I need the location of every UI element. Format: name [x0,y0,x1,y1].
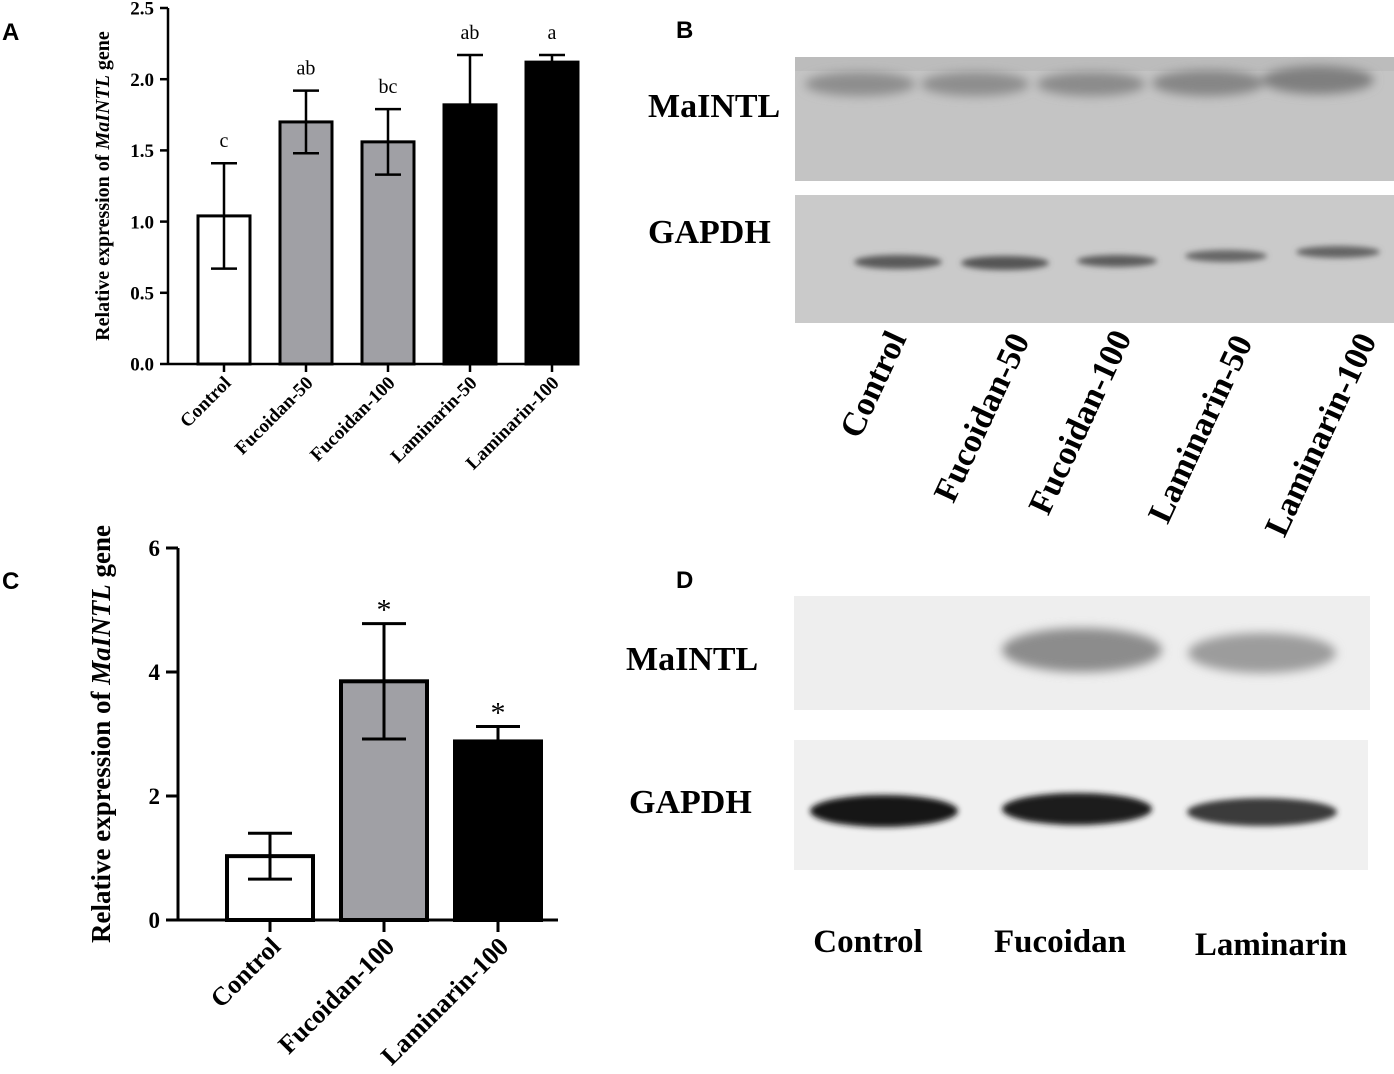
blot-d-gapdh-band-3 [1187,798,1337,826]
blot-b-lane-label: Laminarin-50 [1141,330,1260,529]
blot-d-lane-label-2: Fucoidan [994,924,1126,960]
chart-c-significance-label: * [491,697,506,730]
blot-b-lane-label: Control [833,326,914,444]
panel-letter-d: D [676,567,693,594]
chart-a: 0.0 0.5 1.0 1.5 2.0 2.5 c Control ab Fucoidan-50 b… [92,0,580,474]
blot-b-maintl-band-3 [1037,72,1145,96]
chart-c-y-axis-label: Relative expression of MaINTL gene [86,525,116,943]
chart-a-y-tick-label: 1.5 [130,141,154,162]
chart-c-bar [453,739,543,922]
blot-d-maintl-band-3 [1188,633,1336,673]
chart-a-category-label: Control [176,373,235,432]
blot-b-maintl-band-5 [1262,66,1374,94]
panel-letter-c: C [2,568,19,595]
panel-letter-b: B [676,17,693,44]
chart-a-category-label: Fucoidan-100 [306,373,399,466]
blot-b-gapdh-band-5 [1296,246,1380,258]
panel-letter-a: A [2,19,19,46]
chart-c-y-tick-label: 2 [149,784,161,809]
blot-b: MaINTL GAPDH Control Fucoidan-50Fucoidan-… [648,57,1394,542]
blot-b-lane-label: Fucoidan-50 [927,328,1037,508]
blot-d-lane-label-1: Control [813,924,922,960]
blot-b-lane-label: Fucoidan-100 [1022,325,1139,520]
chart-a-category-label: Fucoidan-50 [231,373,318,460]
chart-a-significance-label: c [220,130,229,152]
chart-c: 0246Control*Fucoidan-100*Laminarin-100Re… [86,525,558,1071]
blot-b-gapdh-band-2 [961,256,1049,270]
blot-d-row-label-gapdh: GAPDH [629,784,752,821]
chart-a-significance-label: ab [461,22,480,44]
chart-a-y-axis-label: Relative expression of MaINTL gene [92,31,114,341]
chart-a-y-tick-label: 0.0 [130,355,154,376]
blot-d: MaINTL GAPDH Control Fucoidan Laminarin [626,596,1370,963]
blot-b-maintl-band-4 [1152,70,1264,96]
blot-d-lane-label-3: Laminarin [1195,927,1347,963]
blot-b-gapdh-band-3 [1077,255,1157,267]
chart-a-y-tick-label: 1.0 [130,212,154,233]
chart-c-category-label: Fucoidan-100 [272,932,400,1060]
chart-c-y-tick-label: 6 [149,536,161,561]
blot-b-row-label-maintl: MaINTL [648,88,780,125]
blot-b-gapdh-band-1 [854,255,942,269]
chart-a-significance-label: ab [297,58,316,80]
chart-c-significance-label: * [377,594,392,627]
blot-b-maintl-upper-shade [795,57,1394,71]
chart-c-category-label: Control [205,932,286,1013]
chart-a-significance-label: bc [379,76,398,98]
chart-c-y-tick-label: 0 [149,908,161,933]
blot-b-gapdh-band-4 [1185,250,1267,262]
blot-b-maintl-band-1 [805,72,915,96]
chart-a-bar [524,60,580,366]
chart-a-y-tick-label: 0.5 [130,283,154,304]
blot-b-row-label-gapdh: GAPDH [648,214,771,251]
blot-d-gapdh-band-1 [810,795,958,827]
chart-a-y-tick-label: 2.5 [130,0,154,20]
blot-d-maintl-band-2 [1002,628,1162,672]
chart-a-significance-label: a [548,22,557,44]
chart-a-bar [278,120,334,366]
chart-a-y-tick-label: 2.0 [130,70,154,91]
blot-d-row-label-maintl: MaINTL [626,641,758,678]
blot-b-maintl-band-2 [921,72,1029,96]
blot-b-lane-label: Laminarin-100 [1258,328,1384,542]
blot-d-gapdh-band-2 [1002,793,1152,825]
chart-c-y-tick-label: 4 [149,660,161,685]
